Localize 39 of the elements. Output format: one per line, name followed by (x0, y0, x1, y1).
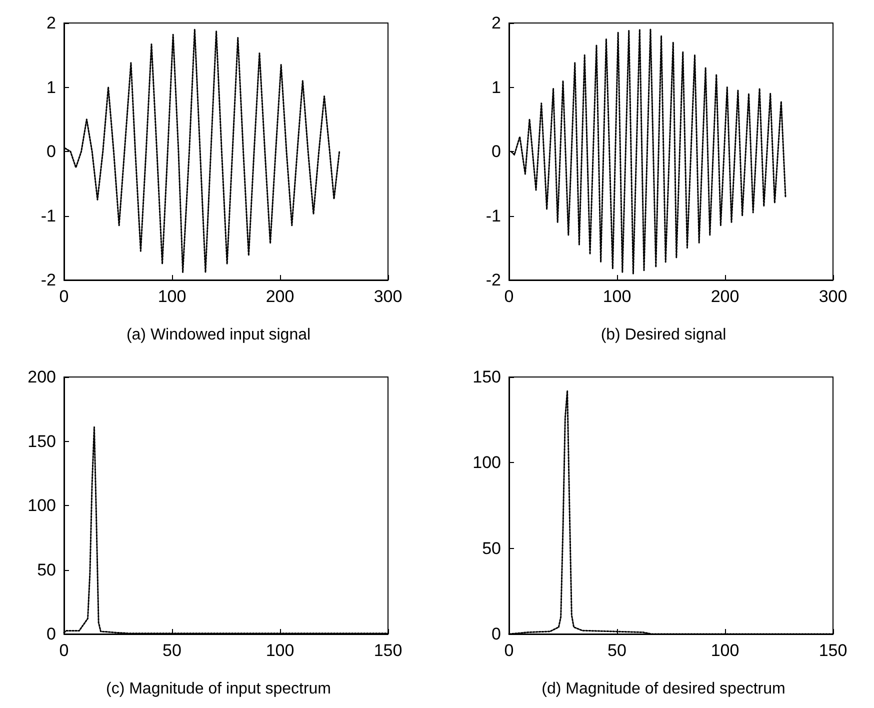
text: (b) Desired signal (600, 326, 726, 344)
y-tick-label: 0 (492, 624, 501, 644)
x-tick-label: 50 (608, 641, 626, 660)
y-tick-label: 0 (46, 142, 56, 161)
y-tick-label: 1 (46, 78, 56, 97)
x-tick-label: 0 (59, 287, 69, 306)
x-tick-label: 100 (602, 287, 632, 306)
y-tick-label: 100 (472, 453, 501, 472)
y-tick-label: 1 (492, 78, 501, 97)
y-tick-label: -1 (486, 206, 501, 226)
text: (d) Magnitude of desired spectrum (542, 680, 786, 698)
x-tick-label: 100 (710, 641, 740, 660)
text: (a) Windowed input signal (126, 326, 311, 344)
y-tick-label: 150 (28, 432, 56, 451)
x-tick-label: 150 (374, 641, 402, 660)
y-tick-label: -2 (486, 270, 501, 290)
y-tick-label: 0 (492, 142, 501, 161)
y-tick-label: 50 (482, 538, 501, 558)
x-tick-label: 300 (818, 287, 848, 306)
x-tick-label: 200 (266, 287, 294, 306)
x-tick-label: 150 (818, 641, 848, 660)
x-tick-label: 100 (266, 641, 294, 660)
y-tick-label: -2 (40, 270, 56, 290)
x-tick-label: 0 (504, 287, 514, 306)
y-tick-label: 50 (37, 560, 56, 580)
x-tick-label: 50 (162, 641, 182, 660)
x-tick-label: 200 (710, 287, 740, 306)
x-tick-label: 300 (374, 287, 402, 306)
x-tick-label: 100 (158, 287, 186, 306)
y-tick-label: 200 (28, 368, 56, 386)
x-tick-label: 0 (504, 641, 514, 660)
y-tick-label: 0 (46, 624, 56, 644)
x-tick-label: 0 (59, 641, 69, 660)
y-tick-label: 100 (28, 496, 56, 515)
text: (c) Magnitude of input spectrum (106, 680, 331, 698)
y-tick-label: 150 (472, 368, 501, 386)
y-tick-label: 2 (492, 14, 501, 32)
y-tick-label: -1 (40, 206, 56, 226)
y-tick-label: 2 (46, 14, 56, 32)
